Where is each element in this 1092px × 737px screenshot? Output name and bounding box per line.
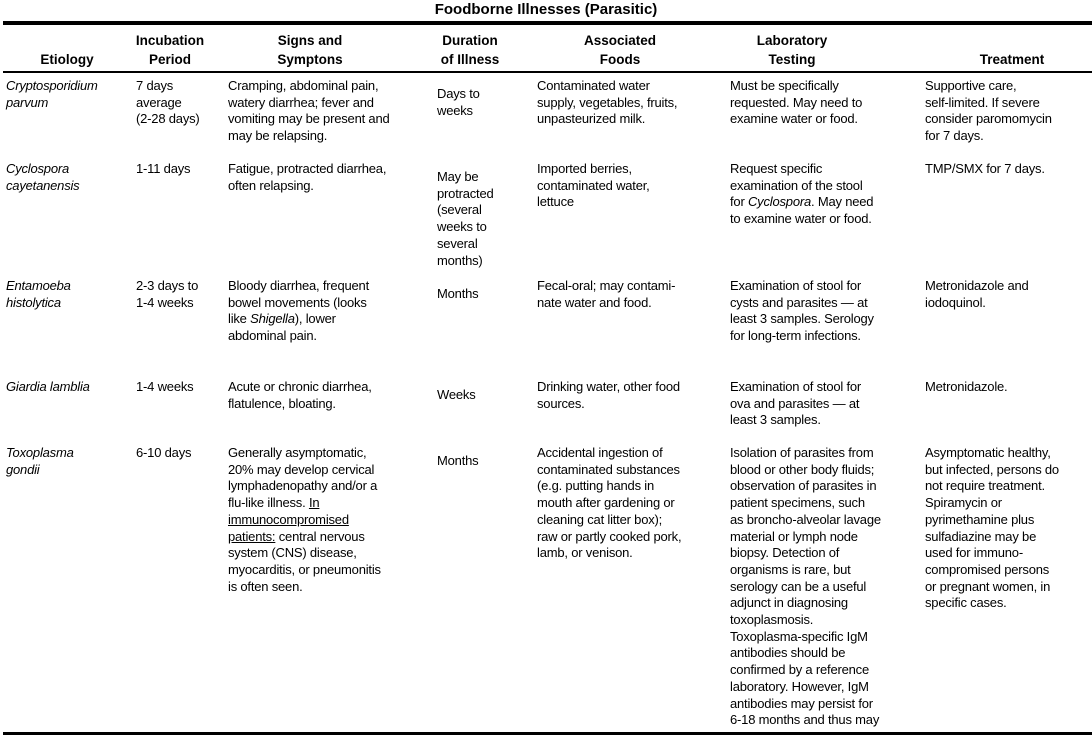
text: Metronidazole.	[925, 379, 1008, 394]
underlined-text: In immunocompromised patients:	[228, 495, 349, 544]
italic-text: Giardia lamblia	[6, 379, 90, 394]
italic-text: Toxoplasma gondii	[6, 445, 74, 477]
text: Fatigue, protracted diarrhea, often rela…	[228, 161, 387, 193]
column-header-treatment: Treatment	[979, 52, 1045, 67]
text: Acute or chronic diarrhea, flatulence, b…	[228, 379, 372, 411]
text: central nervous system (CNS) disease, my…	[228, 528, 381, 594]
text: Contaminated water supply, vegetables, f…	[537, 78, 678, 127]
cell-etiology: Giardia lamblia	[6, 379, 90, 396]
cell-associated-foods: Fecal-oral; may contami- nate water and …	[537, 278, 675, 311]
bottom-rule	[3, 732, 1092, 735]
cell-etiology: Toxoplasma gondii	[6, 445, 74, 478]
cell-etiology: Cyclospora cayetanensis	[6, 161, 80, 194]
cell-laboratory-testing: Isolation of parasites from blood or oth…	[730, 445, 881, 729]
cell-signs-and-symptoms: Cramping, abdominal pain, watery diarrhe…	[228, 78, 390, 145]
cell-signs-and-symptoms: Bloody diarrhea, frequent bowel movement…	[228, 278, 369, 345]
top-rule	[3, 21, 1092, 25]
cell-treatment: Metronidazole.	[925, 379, 1008, 396]
cell-duration: Months	[437, 453, 479, 470]
text: Must be specifically requested. May need…	[730, 78, 863, 127]
cell-treatment: Asymptomatic healthy, but infected, pers…	[925, 445, 1059, 612]
text: Days to weeks	[437, 86, 480, 118]
italic-text: Cyclospora cayetanensis	[6, 161, 80, 193]
cell-associated-foods: Accidental ingestion of contaminated sub…	[537, 445, 682, 562]
text: Weeks	[437, 387, 476, 402]
column-header-laboratory-testing: Laboratory Testing	[756, 33, 828, 67]
cell-laboratory-testing: Must be specifically requested. May need…	[730, 78, 862, 128]
text: Months	[437, 286, 479, 301]
column-header-associated-foods: Associated Foods	[583, 33, 657, 67]
cell-duration: Months	[437, 286, 479, 303]
italic-text: Shigella	[250, 311, 295, 327]
text: 2-3 days to 1-4 weeks	[136, 278, 199, 310]
cell-duration: Weeks	[437, 387, 476, 404]
cell-treatment: TMP/SMX for 7 days.	[925, 161, 1045, 178]
header-rule	[3, 71, 1092, 73]
text: Fecal-oral; may contami- nate water and …	[537, 278, 676, 310]
cell-incubation-period: 1-4 weeks	[136, 379, 194, 396]
cell-laboratory-testing: Request specific examination of the stoo…	[730, 161, 874, 228]
cell-etiology: Entamoeba histolytica	[6, 278, 71, 311]
text: Drinking water, other food sources.	[537, 379, 680, 411]
text: TMP/SMX for 7 days.	[925, 161, 1045, 176]
cell-associated-foods: Contaminated water supply, vegetables, f…	[537, 78, 678, 128]
cell-laboratory-testing: Examination of stool for ova and parasit…	[730, 379, 861, 429]
cell-duration: May be protracted (several weeks to seve…	[437, 169, 494, 269]
italic-text: Cyclospora	[747, 194, 812, 210]
cell-etiology: Cryptosporidium parvum	[6, 78, 98, 111]
italic-text: Cryptosporidium parvum	[6, 78, 98, 110]
cell-incubation-period: 7 days average (2-28 days)	[136, 78, 200, 128]
text: Metronidazole and iodoquinol.	[925, 278, 1029, 310]
cell-incubation-period: 1-11 days	[136, 161, 191, 178]
cell-signs-and-symptoms: Generally asymptomatic, 20% may develop …	[228, 445, 381, 595]
cell-treatment: Metronidazole and iodoquinol.	[925, 278, 1029, 311]
cell-duration: Days to weeks	[437, 86, 480, 119]
text: Months	[437, 453, 479, 468]
cell-treatment: Supportive care, self-limited. If severe…	[925, 78, 1052, 145]
text: Generally asymptomatic, 20% may develop …	[228, 445, 378, 511]
text: Request specific examination of the stoo…	[730, 161, 863, 210]
text: Examination of stool for cysts and paras…	[730, 278, 874, 344]
cell-associated-foods: Drinking water, other food sources.	[537, 379, 680, 412]
cell-associated-foods: Imported berries, contaminated water, le…	[537, 161, 650, 211]
text: Accidental ingestion of contaminated sub…	[537, 445, 682, 561]
cell-incubation-period: 2-3 days to 1-4 weeks	[136, 278, 198, 311]
text: 7 days average (2-28 days)	[136, 78, 200, 127]
text: ), lower abdominal pain.	[228, 311, 336, 344]
text: Bloody diarrhea, frequent bowel movement…	[228, 278, 369, 327]
column-header-incubation-period: Incubation Period	[135, 33, 205, 67]
cell-incubation-period: 6-10 days	[136, 445, 191, 462]
column-header-etiology: Etiology	[40, 52, 94, 67]
text: 1-4 weeks	[136, 379, 194, 394]
text: 1-11 days	[136, 161, 191, 176]
text: May be protracted (several weeks to seve…	[437, 169, 494, 268]
cell-signs-and-symptoms: Acute or chronic diarrhea, flatulence, b…	[228, 379, 372, 412]
table-title: Foodborne Illnesses (Parasitic)	[434, 1, 658, 18]
column-header-signs-and-symptoms: Signs and Symptons	[277, 33, 343, 67]
text: . May need to examine water or food.	[730, 194, 874, 227]
column-header-duration: Duration of Illness	[440, 33, 500, 67]
text: 6-10 days	[136, 445, 192, 460]
text: Imported berries, contaminated water, le…	[537, 161, 650, 210]
text: Isolation of parasites from blood or oth…	[730, 445, 881, 728]
italic-text: Entamoeba histolytica	[6, 278, 71, 310]
text: Asymptomatic healthy, but infected, pers…	[925, 445, 1059, 611]
text: Examination of stool for ova and parasit…	[730, 379, 862, 428]
cell-laboratory-testing: Examination of stool for cysts and paras…	[730, 278, 874, 345]
cell-signs-and-symptoms: Fatigue, protracted diarrhea, often rela…	[228, 161, 386, 194]
text: Supportive care, self-limited. If severe…	[925, 78, 1052, 144]
text: Cramping, abdominal pain, watery diarrhe…	[228, 78, 390, 144]
